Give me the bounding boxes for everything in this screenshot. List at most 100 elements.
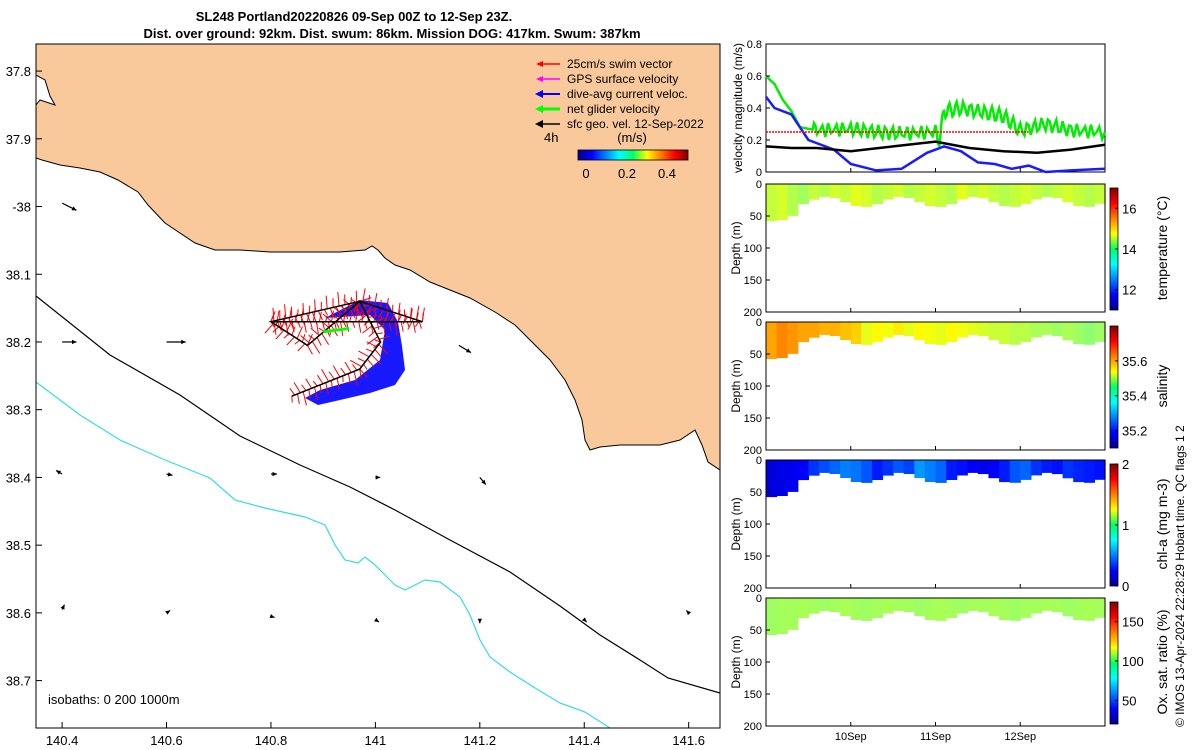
section-cell <box>787 460 799 492</box>
map-y-ticks: 37.8 37.9 -38 38.1 38.2 38.3 38.4 38.5 38.6 38.7 <box>6 64 42 689</box>
swim-vector <box>395 314 402 327</box>
section-cell <box>935 322 947 345</box>
swim-vector <box>308 334 315 340</box>
swim-vector <box>379 335 391 340</box>
swim-vector <box>321 321 325 330</box>
section-cell <box>967 460 979 473</box>
map-frame <box>35 43 721 729</box>
section-cell <box>776 184 788 220</box>
swim-vector <box>359 297 372 302</box>
swim-vector <box>353 371 358 386</box>
section-ytick-label: 50 <box>750 625 762 637</box>
swim-vector <box>301 334 306 343</box>
swim-vector <box>359 368 368 378</box>
legend-swim-head <box>536 61 543 67</box>
velocity-ytick-label: 0.2 <box>747 135 762 147</box>
section-cell <box>956 460 968 476</box>
map-ytick-label: 38.5 <box>6 538 31 553</box>
map-panel: 140.4 140.6 140.8 141 141.2 141.4 141.6 37.837… <box>6 43 721 748</box>
swim-vector <box>397 309 401 322</box>
section-cell <box>1052 460 1064 475</box>
section-cell <box>1020 184 1032 204</box>
section-cell <box>882 598 894 614</box>
swim-vector <box>331 310 335 322</box>
speed-scale-title: (m/s) <box>617 130 647 145</box>
swim-vector <box>264 323 274 334</box>
section-panel-4: 0 50 100 150 200 Depth (m) 0 1 2 chl-a (mg m-3) <box>729 455 1170 595</box>
section-cell <box>1020 460 1032 480</box>
section-cell <box>850 460 862 482</box>
velocity-series-dac <box>765 96 1106 174</box>
swim-vector <box>291 321 295 332</box>
colorbar-tick-label: 2 <box>1122 457 1129 472</box>
section-cell <box>829 322 841 336</box>
swim-vector <box>379 315 383 322</box>
swim-vector <box>380 299 382 309</box>
section-cell <box>893 460 905 473</box>
swim-vector <box>294 339 300 345</box>
section-cell <box>861 460 873 483</box>
swim-vector <box>308 389 311 399</box>
section-cell <box>808 322 820 338</box>
swim-vector <box>345 313 349 320</box>
geo-arrow-head <box>165 610 171 615</box>
legend-dac-head <box>535 90 543 98</box>
section-cell <box>967 598 979 611</box>
legend-gps-label: GPS surface velocity <box>567 72 678 86</box>
section-cell <box>924 598 937 620</box>
swim-vector <box>365 304 373 316</box>
section-ytick-label: 0 <box>756 317 762 329</box>
swim-vector <box>368 330 376 337</box>
colorbar-tick-label: 14 <box>1122 242 1136 257</box>
swim-vector <box>312 307 316 322</box>
swim-vector <box>344 361 352 373</box>
section-cell <box>1094 322 1106 342</box>
swim-vector <box>311 341 321 354</box>
swim-vector <box>343 309 347 322</box>
section-cell <box>903 322 915 336</box>
colorbar-label: chl-a (mg m-3) <box>1154 478 1170 569</box>
section-cell <box>956 322 968 338</box>
section-cell <box>840 322 852 340</box>
swim-vector <box>409 308 413 322</box>
swim-vector <box>366 358 375 368</box>
section-cell <box>977 598 990 613</box>
legend-swim-label: 25cm/s swim vector <box>567 57 672 71</box>
swim-vector <box>400 321 404 332</box>
section-cell <box>1009 322 1021 345</box>
section-cell <box>977 460 990 475</box>
swim-vector <box>358 321 362 333</box>
section-ytick-label: 200 <box>744 307 762 319</box>
colorbar-tick-label: 50 <box>1122 693 1136 708</box>
geo-arrow-head <box>481 479 486 485</box>
net-velocity-segment <box>322 326 350 334</box>
geo-arrow-head <box>581 617 587 623</box>
section-cell <box>967 322 979 335</box>
date-tick-label: 10Sep <box>835 731 867 743</box>
legend-geo-label: sfc geo. vel. 12-Sep-2022 <box>567 117 704 131</box>
swim-vector <box>293 382 301 394</box>
swim-vector <box>352 303 362 311</box>
section-cell <box>1009 460 1021 483</box>
colorbar-tick-label: 1 <box>1122 518 1129 533</box>
section-cell <box>1083 322 1095 345</box>
map-xtick-label: 140.6 <box>150 733 183 748</box>
swim-vector <box>325 295 328 309</box>
swim-vector <box>303 321 307 333</box>
section-ytick-label: 100 <box>744 657 762 669</box>
swim-vector <box>318 311 322 322</box>
section-cell <box>924 460 937 482</box>
section-panel-2: 0 50 100 150 200 Depth (m) 12 14 16 temperature (… <box>729 179 1170 319</box>
swim-vector <box>365 307 378 313</box>
velocity-ytick-label: 0.8 <box>747 39 762 51</box>
section-cell <box>903 460 915 474</box>
swim-vector <box>297 309 299 316</box>
swim-vector <box>357 357 366 363</box>
section-cell <box>1030 460 1042 476</box>
swim-vector <box>316 337 322 346</box>
section-cell <box>1030 322 1042 338</box>
section-cell <box>1083 598 1095 621</box>
section-cell <box>1009 184 1021 207</box>
swim-vector <box>309 321 313 329</box>
section-cell <box>808 598 820 614</box>
